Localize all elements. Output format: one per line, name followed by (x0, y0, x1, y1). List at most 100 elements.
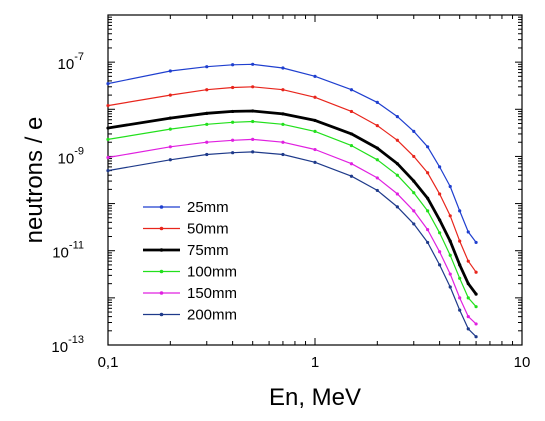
data-point (474, 335, 478, 339)
data-point (448, 184, 452, 189)
data-point (168, 145, 172, 149)
legend-item: 200mm (143, 307, 237, 324)
legend-marker (159, 205, 164, 209)
series-25mm (106, 62, 478, 245)
data-point (251, 150, 255, 154)
data-point (458, 209, 462, 213)
y-axis-title: neutrons / e (21, 117, 48, 244)
data-point (412, 154, 416, 159)
x-tick-label: 0,1 (98, 354, 119, 371)
data-point (448, 214, 452, 218)
data-point (474, 292, 478, 296)
data-point (251, 62, 255, 66)
data-point (438, 165, 442, 169)
legend-marker (159, 269, 164, 274)
data-point (205, 152, 209, 157)
data-point (458, 263, 462, 267)
data-point (438, 263, 442, 267)
data-point (474, 305, 478, 309)
data-point (231, 63, 235, 67)
data-point (426, 171, 430, 175)
data-point (231, 85, 235, 90)
data-point (313, 147, 317, 152)
legend-item: 25mm (143, 199, 229, 216)
legend: 25mm 50mm 75mm 100mm 150mm 200mm (143, 199, 237, 324)
data-point (426, 209, 430, 213)
legend-item: 50mm (143, 221, 229, 238)
data-point (412, 191, 416, 195)
data-point (474, 240, 478, 245)
plot-frame (107, 14, 523, 346)
series-line (107, 63, 477, 243)
data-point (395, 114, 399, 119)
data-point (438, 231, 442, 235)
data-point (438, 250, 442, 254)
data-point (106, 82, 110, 86)
data-point (375, 158, 379, 162)
data-point (205, 122, 209, 126)
legend-label: 150mm (187, 285, 237, 302)
series-50mm (106, 85, 478, 274)
data-point (466, 327, 470, 331)
data-point (375, 124, 379, 128)
series-150mm (106, 137, 478, 326)
data-point (474, 322, 478, 326)
data-point (168, 93, 172, 97)
data-point (466, 282, 470, 286)
data-point (395, 192, 399, 196)
data-point (349, 88, 354, 92)
data-point (281, 112, 285, 116)
data-point (281, 122, 285, 126)
legend-item: 150mm (143, 285, 237, 302)
data-point (466, 315, 470, 319)
data-point (251, 109, 255, 113)
data-point (106, 126, 110, 130)
data-point (281, 88, 285, 92)
data-point (168, 116, 172, 120)
data-point (231, 151, 235, 155)
data-point (313, 95, 317, 99)
data-point (106, 155, 110, 160)
series-line (107, 138, 477, 325)
data-point (251, 85, 255, 89)
data-point (412, 222, 416, 226)
legend-item: 75mm (143, 242, 229, 259)
legend-marker (159, 312, 164, 317)
data-point (106, 103, 110, 108)
data-point (313, 118, 317, 123)
data-point (205, 140, 209, 144)
data-point (458, 308, 462, 312)
data-point (231, 138, 235, 142)
legend-label: 75mm (187, 242, 229, 259)
data-point (426, 240, 430, 245)
y-tick-label: 10-7 (58, 51, 84, 73)
data-point (205, 88, 209, 92)
data-point (313, 74, 317, 78)
legend-marker (159, 291, 164, 295)
data-point (375, 146, 379, 150)
legend-marker (159, 226, 164, 231)
data-point (231, 109, 235, 114)
data-point (281, 140, 285, 144)
data-point (281, 152, 285, 157)
series-200mm (106, 150, 478, 339)
legend-label: 25mm (187, 199, 229, 216)
data-point (395, 138, 399, 142)
x-tick-label: 1 (311, 354, 319, 371)
data-point (438, 192, 442, 196)
x-axis-title: En, MeV (269, 384, 361, 411)
data-point (251, 119, 255, 124)
data-point (412, 209, 416, 213)
data-point (458, 239, 462, 243)
data-point (466, 296, 470, 300)
data-point (375, 100, 379, 104)
data-point (205, 111, 209, 115)
data-point (438, 218, 442, 222)
series-line (107, 120, 477, 308)
data-point (426, 228, 430, 232)
data-point (349, 132, 354, 136)
data-point (458, 296, 462, 300)
data-point (448, 272, 452, 276)
data-point (474, 270, 478, 274)
